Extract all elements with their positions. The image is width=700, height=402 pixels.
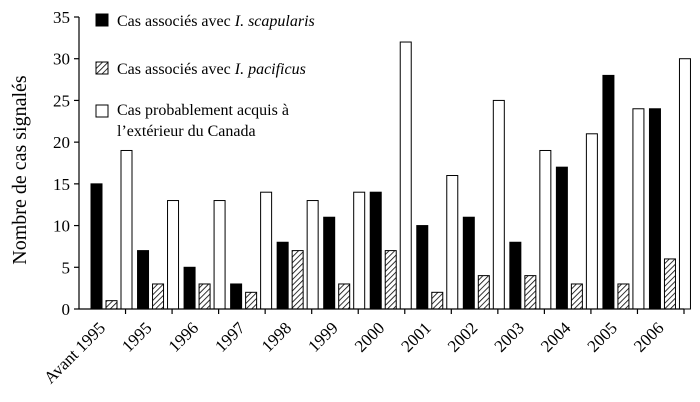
bar-scapularis (462, 216, 475, 310)
y-tick-label: 20 (53, 133, 70, 152)
bar-abroad (306, 200, 319, 310)
legend-label-abroad-line2: l’extérieur du Canada (117, 123, 256, 140)
bar-pacificus (431, 291, 444, 310)
bar-pacificus (570, 283, 583, 310)
legend-label-abroad-line1: Cas probablement acquis à (117, 102, 289, 119)
bar-abroad (213, 200, 226, 310)
y-tick-label: 15 (53, 175, 70, 194)
bar-scapularis (416, 225, 429, 310)
x-tick-label: 2004 (537, 318, 575, 356)
bar-pacificus (338, 283, 351, 310)
y-axis-ticks: 0 5 10 15 20 25 30 35 (53, 8, 79, 319)
bar-scapularis (648, 108, 661, 310)
bar-pacificus (384, 250, 397, 310)
bar-pacificus (245, 291, 258, 310)
x-tick-label: 2005 (584, 318, 621, 355)
bar-scapularis (183, 266, 196, 310)
bar-abroad (539, 149, 552, 310)
legend-swatch-scapularis (95, 13, 109, 27)
y-tick-label: 10 (53, 217, 70, 236)
bar-pacificus (617, 283, 630, 310)
x-tick-label: 2002 (444, 318, 481, 355)
x-tick-label: 2000 (351, 318, 388, 355)
x-tick-label: 1996 (165, 318, 202, 355)
bar-scapularis (369, 191, 382, 310)
bar-abroad (492, 99, 505, 310)
x-tick-label: Avant 1995 (40, 318, 109, 387)
bar-abroad (353, 191, 366, 310)
x-tick-label: 2003 (490, 318, 527, 355)
legend-swatch-pacificus (95, 61, 109, 75)
x-tick-label: 1998 (258, 318, 295, 355)
bar-pacificus (105, 300, 118, 310)
bar-pacificus (663, 258, 676, 310)
legend-label-scapularis: Cas associés avec I. scapularis (117, 13, 315, 30)
bar-scapularis (509, 241, 522, 310)
x-tick-label: 2001 (397, 318, 434, 355)
bar-abroad (167, 200, 180, 310)
bar-abroad (260, 191, 273, 310)
bar-scapularis (555, 166, 568, 310)
bar-abroad (678, 58, 691, 310)
bar-pacificus (477, 275, 490, 310)
y-tick-label: 5 (62, 258, 71, 277)
x-tick-label: 1999 (304, 318, 341, 355)
bar-abroad (446, 175, 459, 310)
bar-scapularis (276, 241, 289, 310)
y-tick-label: 25 (53, 91, 70, 110)
bar-scapularis (90, 183, 103, 310)
bar-scapularis (230, 283, 243, 310)
y-tick-label: 35 (53, 8, 70, 27)
bar-pacificus (152, 283, 165, 310)
bars-group (90, 41, 691, 310)
y-tick-label: 0 (62, 300, 71, 319)
y-axis-label: Nombre de cas signalés (9, 75, 31, 265)
bar-pacificus (198, 283, 211, 310)
bar-abroad (632, 108, 645, 310)
y-tick-label: 30 (53, 50, 70, 69)
bar-scapularis (137, 250, 150, 310)
bar-abroad (120, 149, 133, 310)
bar-scapularis (602, 74, 615, 310)
x-tick-label: 1995 (118, 318, 155, 355)
bar-abroad (585, 133, 598, 310)
bar-scapularis (323, 216, 336, 310)
x-tick-label: 1997 (211, 318, 249, 356)
legend: Cas associés avec I. scapularis Cas asso… (95, 13, 315, 140)
bar-pacificus (524, 275, 537, 310)
x-tick-label: 2006 (630, 318, 667, 355)
bar-abroad (399, 41, 412, 310)
bar-pacificus (291, 250, 304, 310)
legend-label-pacificus: Cas associés avec I. pacificus (117, 61, 306, 78)
x-axis-ticks: Avant 1995 1995 1996 1997 1998 1999 2000 2001 20… (40, 309, 685, 387)
legend-swatch-abroad (95, 104, 109, 118)
